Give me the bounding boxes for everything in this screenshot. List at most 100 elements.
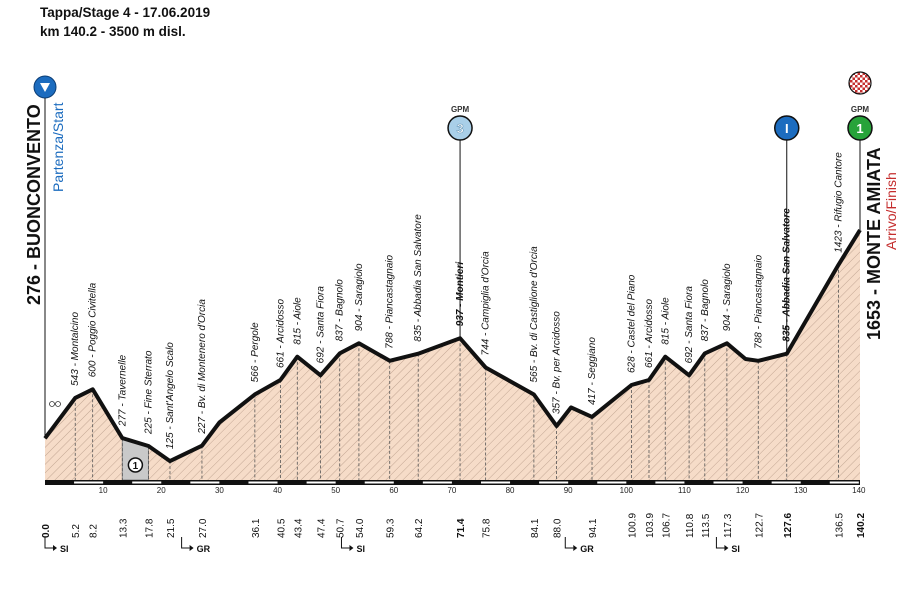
distance-bar-segment	[190, 481, 220, 484]
place-label: 566 - Pergole	[250, 322, 261, 382]
profile-line	[43, 228, 862, 464]
turn-label: SI	[60, 544, 69, 554]
km-label: 88.0	[553, 518, 564, 538]
km-label: 117.3	[723, 513, 734, 538]
bicycle-wheel	[55, 401, 61, 407]
km-label: 106.7	[661, 513, 672, 538]
km-label: 47.4	[317, 518, 328, 538]
distance-bar-segment	[306, 481, 336, 484]
x-tick-label: 10	[99, 486, 108, 495]
turn-label: GR	[197, 544, 211, 554]
km-label: 36.1	[251, 518, 262, 538]
km-label: 75.8	[482, 518, 493, 538]
stage-header: Tappa/Stage 4 - 17.06.2019 km 140.2 - 35…	[40, 3, 210, 41]
place-label: 837 - Bagnolo	[335, 279, 346, 342]
km-label: 122.7	[754, 513, 765, 538]
place-label: 815 - Aiole	[292, 297, 303, 345]
place-label: 744 - Campiglia d'Orcia	[481, 251, 492, 356]
finish-label: 1653 - MONTE AMIATA	[864, 147, 884, 340]
turn-arrowhead	[573, 545, 578, 551]
climb-category-number: 1	[856, 121, 863, 136]
bicycle-icon	[49, 401, 55, 407]
km-label: 100.9	[628, 513, 639, 538]
checkered-flag-icon	[848, 71, 872, 95]
km-label: 5.2	[71, 524, 82, 538]
km-label: 40.5	[276, 518, 287, 538]
place-label: 1423 - Rifugio Cantore	[833, 152, 844, 253]
place-label: 565 - Bv. di Castiglione d'Orcia	[529, 246, 540, 383]
climb-category-badge	[774, 115, 800, 141]
place-label: 225 - Fine Sterrato	[143, 350, 154, 435]
gravel-sector-number: 1	[133, 461, 139, 472]
place-label: 904 - Saragiolo	[722, 263, 733, 331]
km-label: 59.3	[386, 518, 397, 538]
distance-bar-segment	[364, 481, 394, 484]
distance-bar-segment	[829, 481, 859, 484]
km-label: 71.4	[456, 518, 467, 538]
place-label: 357 - Bv. per Arcidosso	[552, 311, 563, 414]
place-label: 815 - Aiole	[660, 297, 671, 345]
climb-category-badge	[447, 115, 473, 141]
gpm-label: GPM	[851, 105, 870, 114]
gravel-sector-badge	[127, 457, 144, 473]
x-tick-label: 50	[331, 486, 340, 495]
distance-bar	[45, 480, 860, 485]
profile-area	[45, 230, 860, 480]
distance-bar-segment	[74, 481, 104, 484]
km-label: 136.5	[834, 513, 845, 538]
distance-bar-segment	[132, 481, 162, 484]
place-label: 788 - Piancastagnaio	[385, 254, 396, 348]
turn-label: SI	[731, 544, 740, 554]
x-tick-label: 70	[447, 486, 456, 495]
km-label: 127.6	[783, 513, 794, 538]
km-label: 0.0	[41, 524, 52, 538]
x-tick-label: 130	[794, 486, 808, 495]
km-label: 103.9	[645, 513, 656, 538]
place-label: 692 - Santa Fiora	[316, 286, 327, 364]
climb-category-badge	[847, 115, 873, 141]
km-label: 84.1	[530, 518, 541, 538]
distance-bar-segment	[713, 481, 743, 484]
turn-arrow-icon	[564, 537, 574, 549]
km-label: 13.3	[118, 518, 129, 538]
start-arrow-glyph	[40, 83, 50, 92]
x-tick-label: 120	[736, 486, 750, 495]
km-label: 43.4	[293, 518, 304, 538]
distance-bar-segment	[539, 481, 569, 484]
finish-sublabel: Arrivo/Finish	[883, 172, 899, 250]
distance-bar-segment	[422, 481, 452, 484]
place-label: 661 - Arcidosso	[644, 298, 655, 368]
km-label: 27.0	[198, 518, 209, 538]
turn-label: SI	[356, 544, 365, 554]
x-tick-label: 140	[852, 486, 866, 495]
turn-arrow-icon	[44, 537, 53, 549]
climb-category-number: 3	[456, 121, 463, 136]
km-label: 64.2	[414, 518, 425, 538]
turn-arrowhead	[53, 545, 57, 551]
place-label: 125 - Sant'Angelo Scalo	[165, 342, 176, 449]
distance-bar-segment	[771, 481, 801, 484]
x-tick-label: 100	[620, 486, 634, 495]
place-label: 628 - Castel del Piano	[627, 274, 638, 373]
climb-category-number: I	[785, 121, 789, 136]
distance-bar-segment	[887, 481, 900, 484]
turn-arrowhead	[349, 545, 354, 551]
place-label: 837 - Bagnolo	[700, 279, 711, 342]
place-label: 543 - Montalcino	[70, 312, 81, 386]
km-label: 50.7	[336, 518, 347, 538]
place-label: 277 - Tavernelle	[117, 354, 128, 427]
gpm-label: GPM	[451, 105, 470, 114]
km-label: 17.8	[144, 518, 155, 538]
start-label: 276 - BUONCONVENTO	[24, 104, 44, 305]
place-label: 417 - Seggiano	[587, 337, 598, 405]
stage-subtitle: km 140.2 - 3500 m disl.	[40, 24, 186, 39]
distance-bar-segment	[480, 481, 511, 484]
km-label: 140.2	[856, 513, 867, 538]
x-tick-label: 30	[215, 486, 224, 495]
distance-bar-segment	[248, 481, 278, 484]
turn-label: GR	[580, 544, 594, 554]
turn-arrow-icon	[181, 537, 190, 549]
stage-title: Tappa/Stage 4 - 17.06.2019	[40, 5, 211, 20]
x-tick-label: 20	[157, 486, 166, 495]
